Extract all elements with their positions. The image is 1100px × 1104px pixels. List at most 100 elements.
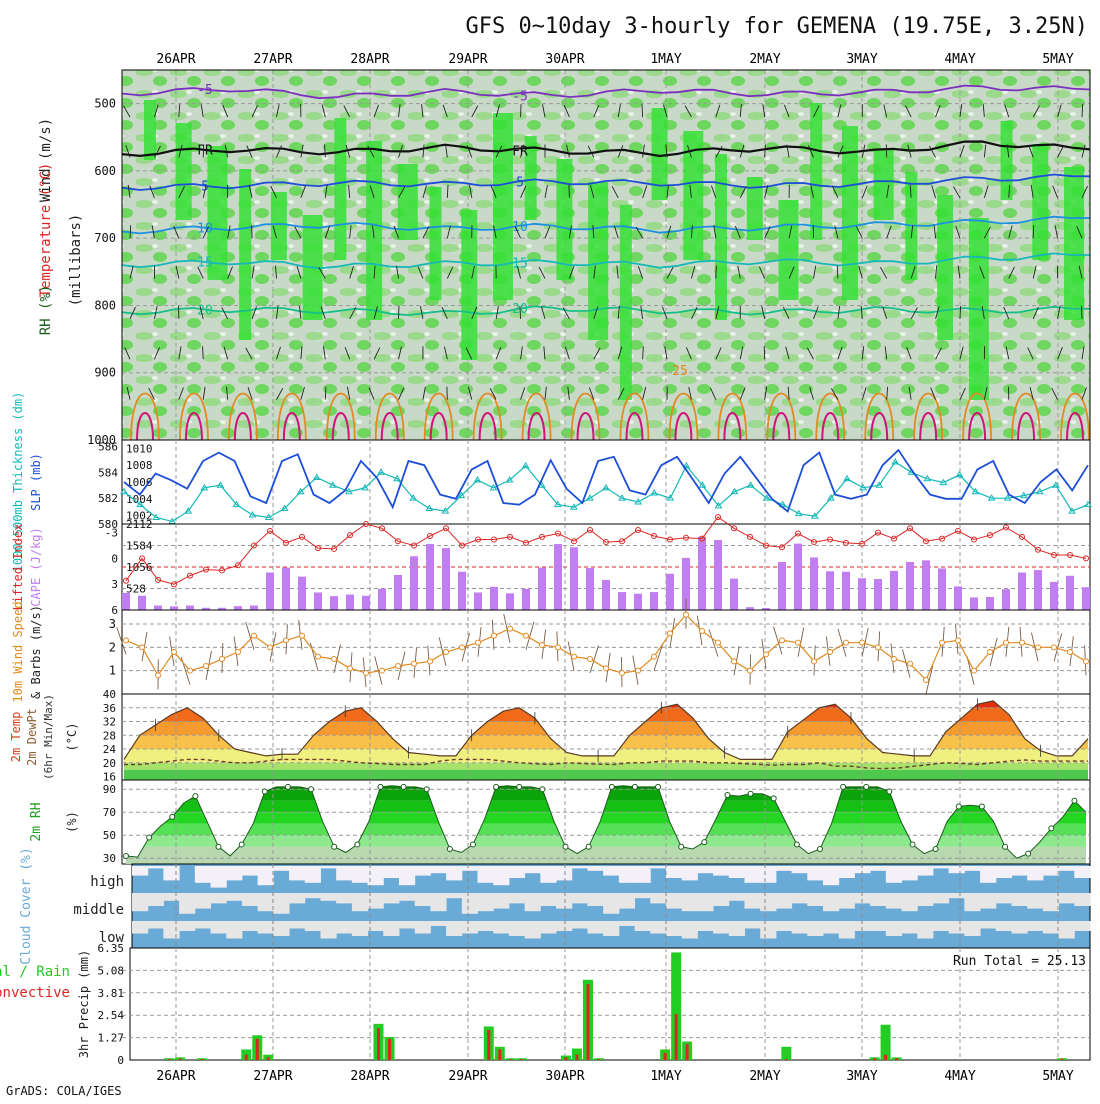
cloud-cell-low xyxy=(980,921,996,929)
bottom-date-label: 4MAY xyxy=(944,1069,975,1084)
cape-bar xyxy=(666,574,674,610)
rh-point xyxy=(470,842,475,847)
wind-speed-point xyxy=(796,640,801,645)
cloud-cell-middle xyxy=(399,893,415,901)
cloud-cell-middle xyxy=(446,893,462,898)
cloud-cell-high xyxy=(807,866,823,880)
cloud-cell-middle xyxy=(1074,893,1090,906)
rh-label-unit: (%) xyxy=(65,811,79,833)
cape-bar xyxy=(250,606,258,610)
isotherm-label: 5 xyxy=(516,176,524,191)
wind-y-tick: 3 xyxy=(109,617,116,631)
cloud-cell-middle xyxy=(1059,893,1075,903)
cloud-cell-low xyxy=(823,921,839,934)
wind-speed-point xyxy=(572,654,577,659)
precip-conv-bar xyxy=(245,1055,248,1060)
precip-conv-bar xyxy=(179,1059,182,1060)
cloud-cell-high xyxy=(886,866,902,883)
cape-bar xyxy=(458,572,466,610)
rh-y-tick: 30 xyxy=(103,852,116,865)
wind-speed-point xyxy=(332,657,337,662)
cloud-cell-middle xyxy=(839,893,855,909)
wind-speed-point xyxy=(252,633,257,638)
cloud-cell-middle xyxy=(540,893,556,906)
cape-bar xyxy=(346,595,354,610)
wind-speed-point xyxy=(460,645,465,650)
precip-conv-bar xyxy=(168,1059,171,1060)
rh-plume xyxy=(334,118,346,260)
wind-speed-point xyxy=(508,626,513,631)
cloud-cell-middle xyxy=(383,893,399,903)
rh-plume xyxy=(1064,167,1084,320)
isotherm-label: 25 xyxy=(672,364,688,379)
cloud-cell-low xyxy=(509,921,525,936)
cloud-cell-low xyxy=(179,921,195,931)
cape-bar xyxy=(186,606,194,610)
isotherm-label: FR xyxy=(512,145,528,160)
cloud-cell-high xyxy=(870,866,886,871)
cloud-cell-low xyxy=(1059,921,1075,939)
rh-point xyxy=(285,784,290,789)
cape-bar xyxy=(538,568,546,610)
cloud-panel: Cloud Cover (%) high middle low xyxy=(19,847,1091,964)
rh-point xyxy=(1072,798,1077,803)
wind-speed-point xyxy=(412,661,417,666)
cape-bar xyxy=(490,587,498,610)
cape-bar xyxy=(1002,589,1010,610)
wind-speed-point xyxy=(396,664,401,669)
top-date-label: 1MAY xyxy=(650,52,681,67)
rh-point xyxy=(378,784,383,789)
cape-bar xyxy=(1034,570,1042,610)
cloud-cell-high xyxy=(996,866,1012,878)
temp-y-tick: 36 xyxy=(103,702,116,715)
rh-band xyxy=(122,835,1090,847)
cloud-cell-high xyxy=(446,866,462,880)
wind-speed-point xyxy=(892,657,897,662)
wind-speed-point xyxy=(876,645,881,650)
cloud-cell-high xyxy=(430,866,446,873)
cloud-cell-low xyxy=(430,921,446,926)
cloud-cell-low xyxy=(540,921,556,934)
cloud-cell-middle xyxy=(792,893,808,903)
cloud-cell-low xyxy=(148,921,164,929)
cloud-cell-high xyxy=(682,866,698,880)
cloud-cell-high xyxy=(839,866,855,878)
rh-point xyxy=(124,853,129,858)
cloud-cell-middle xyxy=(211,893,227,903)
precip-total-bar xyxy=(781,1047,791,1060)
rh-point xyxy=(609,784,614,789)
cloud-cell-high xyxy=(148,866,164,868)
top-date-label: 26APR xyxy=(156,52,195,67)
slp-label: SLP (mb) xyxy=(29,453,43,511)
cloud-cell-high xyxy=(163,866,179,880)
precip-conv-bar xyxy=(498,1049,501,1060)
cape-bar xyxy=(650,592,658,610)
cloud-cell-low xyxy=(603,921,619,936)
cape-bar xyxy=(938,568,946,610)
wind-speed-point xyxy=(428,659,433,664)
bottom-date-label: 26APR xyxy=(156,1069,195,1084)
rh-point xyxy=(702,840,707,845)
rh-point xyxy=(355,842,360,847)
cloud-cell-low xyxy=(195,921,211,929)
thickness-y-tick: 586 xyxy=(98,440,118,453)
cloud-cell-low xyxy=(383,921,399,936)
cloud-cell-high xyxy=(132,866,148,876)
cloud-cell-middle xyxy=(478,893,494,911)
precip-conv-bar xyxy=(675,1014,678,1060)
cloud-cell-low xyxy=(258,921,274,934)
cloud-cell-low xyxy=(744,921,760,929)
wind-speed-point xyxy=(668,631,673,636)
cloud-cell-high xyxy=(368,866,384,885)
cloud-cell-middle xyxy=(886,893,902,909)
rh-point xyxy=(771,796,776,801)
cloud-cell-middle xyxy=(572,893,588,903)
cloud-cell-middle xyxy=(729,893,745,901)
cloud-cell-low xyxy=(776,921,792,931)
cape-bar xyxy=(378,589,386,610)
cloud-cell-high xyxy=(556,866,572,880)
rh-point xyxy=(864,784,869,789)
rh-plume xyxy=(810,103,822,240)
